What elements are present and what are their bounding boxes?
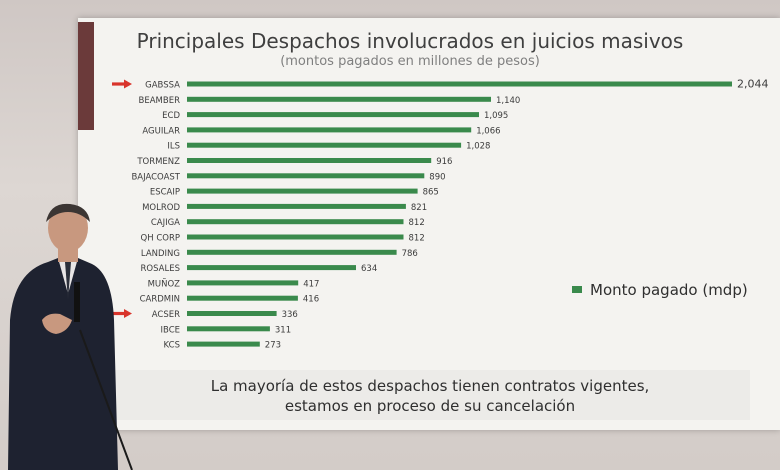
category-label: IBCE	[161, 325, 181, 335]
value-label: 634	[361, 264, 377, 274]
category-label: ACSER	[152, 310, 180, 320]
value-label: 417	[303, 279, 319, 289]
value-label: 890	[429, 172, 445, 182]
value-label: 812	[409, 218, 425, 228]
presenter-figure	[8, 203, 133, 470]
chart-subtitle: (montos pagados en millones de pesos)	[280, 54, 540, 69]
bar-qh-corp	[187, 234, 404, 240]
red-arrow-icon	[112, 79, 132, 89]
bar-ils	[187, 142, 462, 148]
bar-bajacoast	[187, 173, 425, 179]
category-label: QH CORP	[141, 234, 180, 244]
bar-gabssa	[187, 81, 732, 87]
value-label: 1,066	[476, 126, 500, 136]
chart-title: Principales Despachos involucrados en ju…	[136, 29, 684, 53]
bar-ibce	[187, 326, 270, 332]
value-label: 1,095	[484, 111, 508, 121]
value-label: 336	[282, 310, 298, 320]
bar-acser	[187, 311, 277, 316]
value-label: 416	[303, 295, 319, 305]
bar-cajiga	[187, 219, 404, 225]
red-arrow-icon	[112, 309, 132, 318]
bar-rosales	[187, 265, 356, 271]
footer-line-1: La mayoría de estos despachos tienen con…	[210, 377, 650, 395]
bar-tormenz	[187, 158, 432, 163]
category-label: BAJACOAST	[131, 172, 180, 182]
legend-label: Monto pagado (mdp)	[590, 281, 748, 299]
value-label: 273	[265, 341, 281, 351]
screen-side-tab	[78, 22, 94, 130]
category-label: BEAMBER	[139, 96, 181, 106]
category-label: MOLROD	[142, 203, 180, 213]
category-label: GABSSA	[145, 81, 180, 91]
category-label: CARDMIN	[140, 295, 180, 305]
category-label: CAJIGA	[151, 218, 180, 228]
value-label: 821	[411, 203, 427, 213]
value-label: 916	[436, 157, 452, 167]
value-label: 2,044	[737, 78, 769, 91]
category-label: ROSALES	[141, 264, 180, 274]
footer-band	[110, 370, 750, 420]
category-label: KCS	[164, 341, 180, 351]
value-label: 1,028	[466, 142, 490, 152]
bar-beamber	[187, 96, 491, 102]
category-label: LANDING	[141, 249, 180, 259]
category-label: MUÑOZ	[148, 278, 181, 289]
bar-mu-oz	[187, 280, 299, 286]
bar-landing	[187, 249, 397, 255]
category-label: ESCAIP	[150, 188, 180, 198]
category-label: AGUILAR	[142, 126, 180, 136]
value-label: 786	[402, 249, 418, 259]
value-label: 812	[409, 234, 425, 244]
category-label: TORMENZ	[136, 157, 180, 167]
footer-line-2: estamos en proceso de su cancelación	[284, 397, 576, 415]
bar-ecd	[187, 112, 479, 118]
value-label: 1,140	[496, 96, 520, 106]
legend-swatch	[572, 286, 582, 293]
bar-aguilar	[187, 127, 472, 133]
bar-cardmin	[187, 295, 298, 301]
category-label: ECD	[162, 111, 180, 121]
bar-kcs	[187, 341, 260, 347]
bar-escaip	[187, 188, 418, 194]
category-label: ILS	[167, 142, 180, 152]
value-label: 311	[275, 325, 291, 335]
value-label: 865	[423, 188, 439, 198]
bar-molrod	[187, 203, 406, 209]
